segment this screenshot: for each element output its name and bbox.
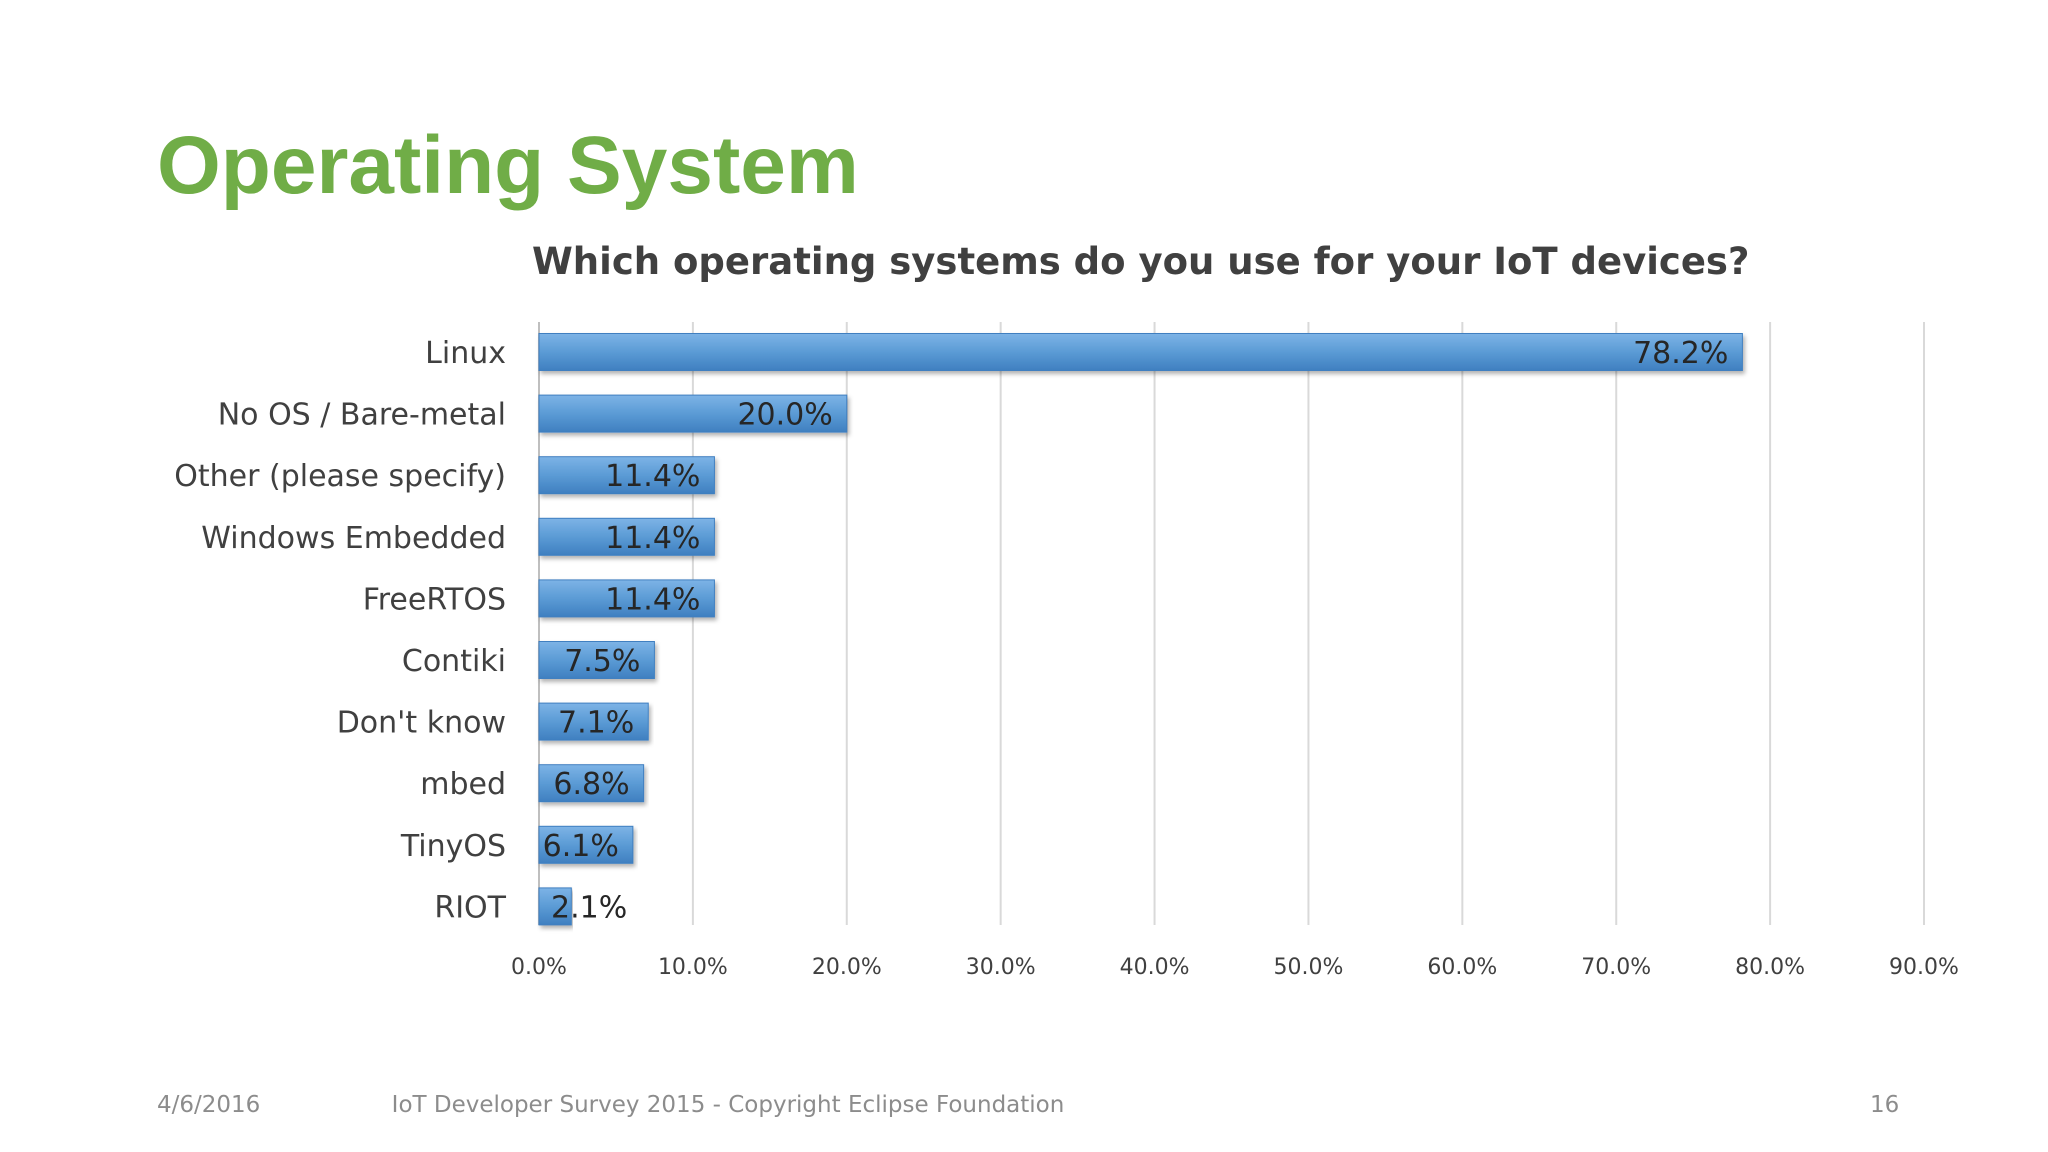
slide-title: Operating System [157, 120, 859, 211]
bar [538, 579, 715, 618]
chart-title: Which operating systems do you use for y… [532, 240, 1750, 283]
x-tick-label: 0.0% [511, 955, 567, 980]
data-label: 7.5% [564, 644, 640, 679]
x-tick-label: 10.0% [658, 955, 728, 980]
data-label: 11.4% [605, 459, 700, 494]
x-tick-label: 90.0% [1889, 955, 1959, 980]
bar [538, 394, 848, 433]
x-tick-label: 50.0% [1273, 955, 1343, 980]
category-label: Linux [425, 336, 506, 371]
data-label: 7.1% [558, 706, 634, 741]
x-tick-label: 60.0% [1427, 955, 1497, 980]
category-label: RIOT [434, 890, 506, 925]
bar [538, 764, 645, 803]
category-label: No OS / Bare-metal [218, 398, 506, 433]
x-tick-label: 80.0% [1735, 955, 1805, 980]
data-label: 6.1% [543, 829, 619, 864]
page-number: 16 [1870, 1092, 1900, 1118]
bars [538, 333, 1743, 926]
category-label: Don't know [337, 706, 506, 741]
category-label: TinyOS [400, 829, 506, 864]
category-label: mbed [420, 767, 506, 802]
x-tick-label: 40.0% [1120, 955, 1190, 980]
x-tick-label: 20.0% [812, 955, 882, 980]
category-label: FreeRTOS [363, 582, 506, 617]
data-label: 20.0% [737, 398, 832, 433]
bar [538, 887, 572, 926]
bar [538, 333, 1743, 371]
footer-copyright: IoT Developer Survey 2015 - Copyright Ec… [391, 1092, 1065, 1118]
data-label: 11.4% [605, 582, 700, 617]
bar [538, 517, 715, 556]
bar [538, 702, 649, 741]
category-label: Windows Embedded [201, 521, 506, 556]
bar [538, 825, 634, 864]
labels: 0.0% 10.0% 20.0% 30.0% 40.0% 50.0% 60.0% 70.0% 8… [174, 336, 1959, 980]
bar [538, 456, 715, 495]
data-label: 6.8% [553, 767, 629, 802]
footer-date: 4/6/2016 [157, 1092, 261, 1118]
x-tick-label: 70.0% [1581, 955, 1651, 980]
data-label: 78.2% [1633, 336, 1728, 371]
gridlines [538, 322, 1925, 925]
data-label: 11.4% [605, 521, 700, 556]
x-tick-label: 30.0% [966, 955, 1036, 980]
category-label: Contiki [402, 644, 506, 679]
category-label: Other (please specify) [174, 459, 506, 494]
data-label: 2.1% [551, 890, 627, 925]
bar [538, 641, 655, 679]
